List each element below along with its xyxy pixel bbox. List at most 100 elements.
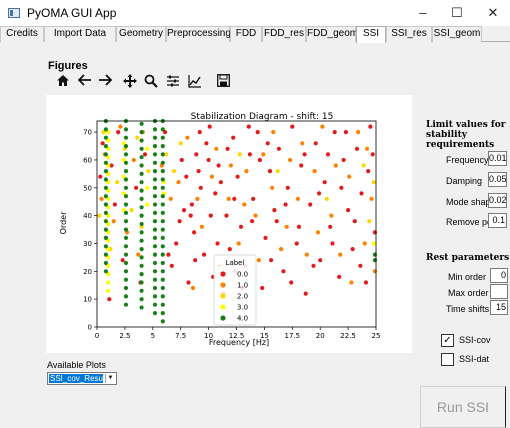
tab-import-data[interactable]: Import Data (44, 26, 116, 42)
chart-xlabel: Frequency [Hz] (209, 338, 269, 347)
series-4-point-68 (152, 285, 158, 291)
save-icon[interactable] (214, 74, 232, 90)
tab-ssi-geom[interactable]: SSI_geom (432, 26, 482, 42)
back-arrow-icon[interactable] (76, 74, 94, 90)
ssi-cov-checkbox[interactable]: ✓ (441, 334, 454, 347)
series-0-point-97 (370, 152, 375, 157)
minimize-button[interactable]: – (419, 5, 427, 20)
y-tick-label-1: 10 (83, 296, 92, 304)
series-4-point-38 (123, 144, 129, 149)
series-4-point-65 (152, 311, 158, 316)
series-0-point-38 (313, 141, 318, 146)
series-4-point-63 (139, 130, 144, 135)
series-0-point-40 (322, 180, 327, 185)
edit-axes-icon[interactable] (186, 74, 204, 90)
series-4-point-37 (123, 152, 129, 157)
series-4-point-31 (123, 202, 129, 207)
series-4-point-112 (160, 127, 165, 132)
series-4-point-95 (160, 269, 165, 274)
series-1-point-16 (226, 196, 231, 201)
zoom-icon[interactable] (142, 74, 160, 90)
series-4-point-44 (139, 288, 144, 293)
series-4-point-84 (152, 152, 158, 157)
series-4-point-75 (152, 227, 158, 232)
remove-poles-input[interactable]: 0.1 (488, 213, 507, 228)
series-4-point-102 (160, 210, 165, 215)
dropdown-arrow-icon[interactable]: ▼ (105, 374, 115, 383)
series-1-point-35 (195, 196, 200, 201)
home-icon[interactable] (54, 74, 72, 90)
tab-fdd-geom[interactable]: FDD_geom (306, 26, 358, 42)
series-0-point-73 (302, 152, 307, 157)
tab-ssi[interactable]: SSI (356, 26, 386, 43)
series-0-point-52 (98, 174, 103, 179)
max-order-input[interactable] (490, 284, 508, 299)
series-1-point-0 (99, 196, 104, 201)
series-1-point-13 (199, 224, 204, 229)
series-1-point-2 (111, 219, 116, 224)
series-1-point-44 (333, 163, 338, 168)
subplots-icon[interactable] (164, 74, 182, 90)
series-0-point-46 (350, 247, 355, 252)
series-0-point-33 (290, 124, 295, 129)
series-1-point-9 (168, 196, 173, 201)
x-tick-label-0: 0 (95, 332, 99, 340)
series-4-point-108 (160, 160, 165, 165)
series-4-point-49 (139, 247, 144, 252)
tab-fdd-res[interactable]: FDD_res (262, 26, 306, 42)
series-4-point-104 (160, 194, 165, 199)
series-0-point-67 (218, 180, 223, 185)
series-0-point-86 (232, 196, 237, 201)
tab-fdd[interactable]: FDD (230, 26, 262, 42)
series-4-point-6 (103, 219, 108, 224)
series-4-point-50 (139, 238, 144, 243)
series-1-point-43 (315, 230, 321, 235)
tab-credits[interactable]: Credits (0, 26, 44, 42)
stabilization-plot[interactable]: Stabilization Diagram - shift: 15 Order … (46, 95, 412, 353)
run-ssi-button[interactable]: Run SSI (420, 386, 506, 428)
series-4-point-79 (152, 194, 158, 199)
series-4-point-56 (139, 188, 144, 193)
series-4-point-48 (139, 255, 144, 260)
damping-input[interactable]: 0.05 (488, 172, 507, 187)
ssi-dat-label: SSI-dat (459, 354, 490, 364)
series-0-point-89 (257, 157, 262, 163)
series-1-point-26 (312, 169, 317, 174)
time-shifts-input[interactable]: 15 (490, 300, 508, 315)
series-0-point-28 (267, 169, 273, 174)
series-4-point-105 (160, 185, 165, 190)
available-plots-select[interactable]: SSI_cov_Resul ▼ (47, 372, 117, 385)
series-4-point-40 (123, 127, 129, 132)
close-button[interactable]: ✕ (487, 5, 499, 20)
min-order-input[interactable]: 0 (490, 268, 508, 283)
tab-ssi-res[interactable]: SSI_res (386, 26, 432, 42)
y-tick-label-7: 70 (83, 129, 92, 137)
series-4-point-39 (123, 135, 129, 140)
series-1-point-21 (270, 185, 275, 190)
series-4-point-11 (103, 177, 108, 182)
pan-icon[interactable] (121, 74, 139, 90)
series-0-point-18 (227, 247, 232, 252)
damping-label: Damping (446, 176, 483, 186)
series-1-point-20 (261, 152, 266, 157)
series-0-point-48 (359, 191, 364, 196)
tab-preprocessing[interactable]: Preprocessing (166, 26, 231, 42)
series-4-point-69 (152, 277, 158, 282)
forward-arrow-icon[interactable] (96, 74, 114, 90)
series-4-point-85 (152, 144, 158, 149)
frequency-input[interactable]: 0.01 (488, 151, 507, 166)
series-0-point-59 (120, 258, 125, 263)
series-0-point-76 (343, 130, 348, 135)
series-3-point-30 (371, 241, 376, 246)
maximize-button[interactable]: ☐ (451, 5, 463, 20)
tab-geometry[interactable]: Geometry (116, 26, 166, 42)
series-2-point-11 (178, 141, 183, 146)
ssi-dat-checkbox[interactable] (441, 353, 454, 366)
mode-shape-input[interactable]: 0.02 (488, 193, 507, 208)
series-1-point-37 (228, 163, 233, 168)
legend-label-3: 3.0 (237, 304, 248, 312)
series-0-point-79 (184, 174, 189, 179)
series-4-point-21 (123, 285, 129, 291)
series-3-point-2 (106, 272, 111, 277)
series-0-point-19 (231, 135, 236, 140)
